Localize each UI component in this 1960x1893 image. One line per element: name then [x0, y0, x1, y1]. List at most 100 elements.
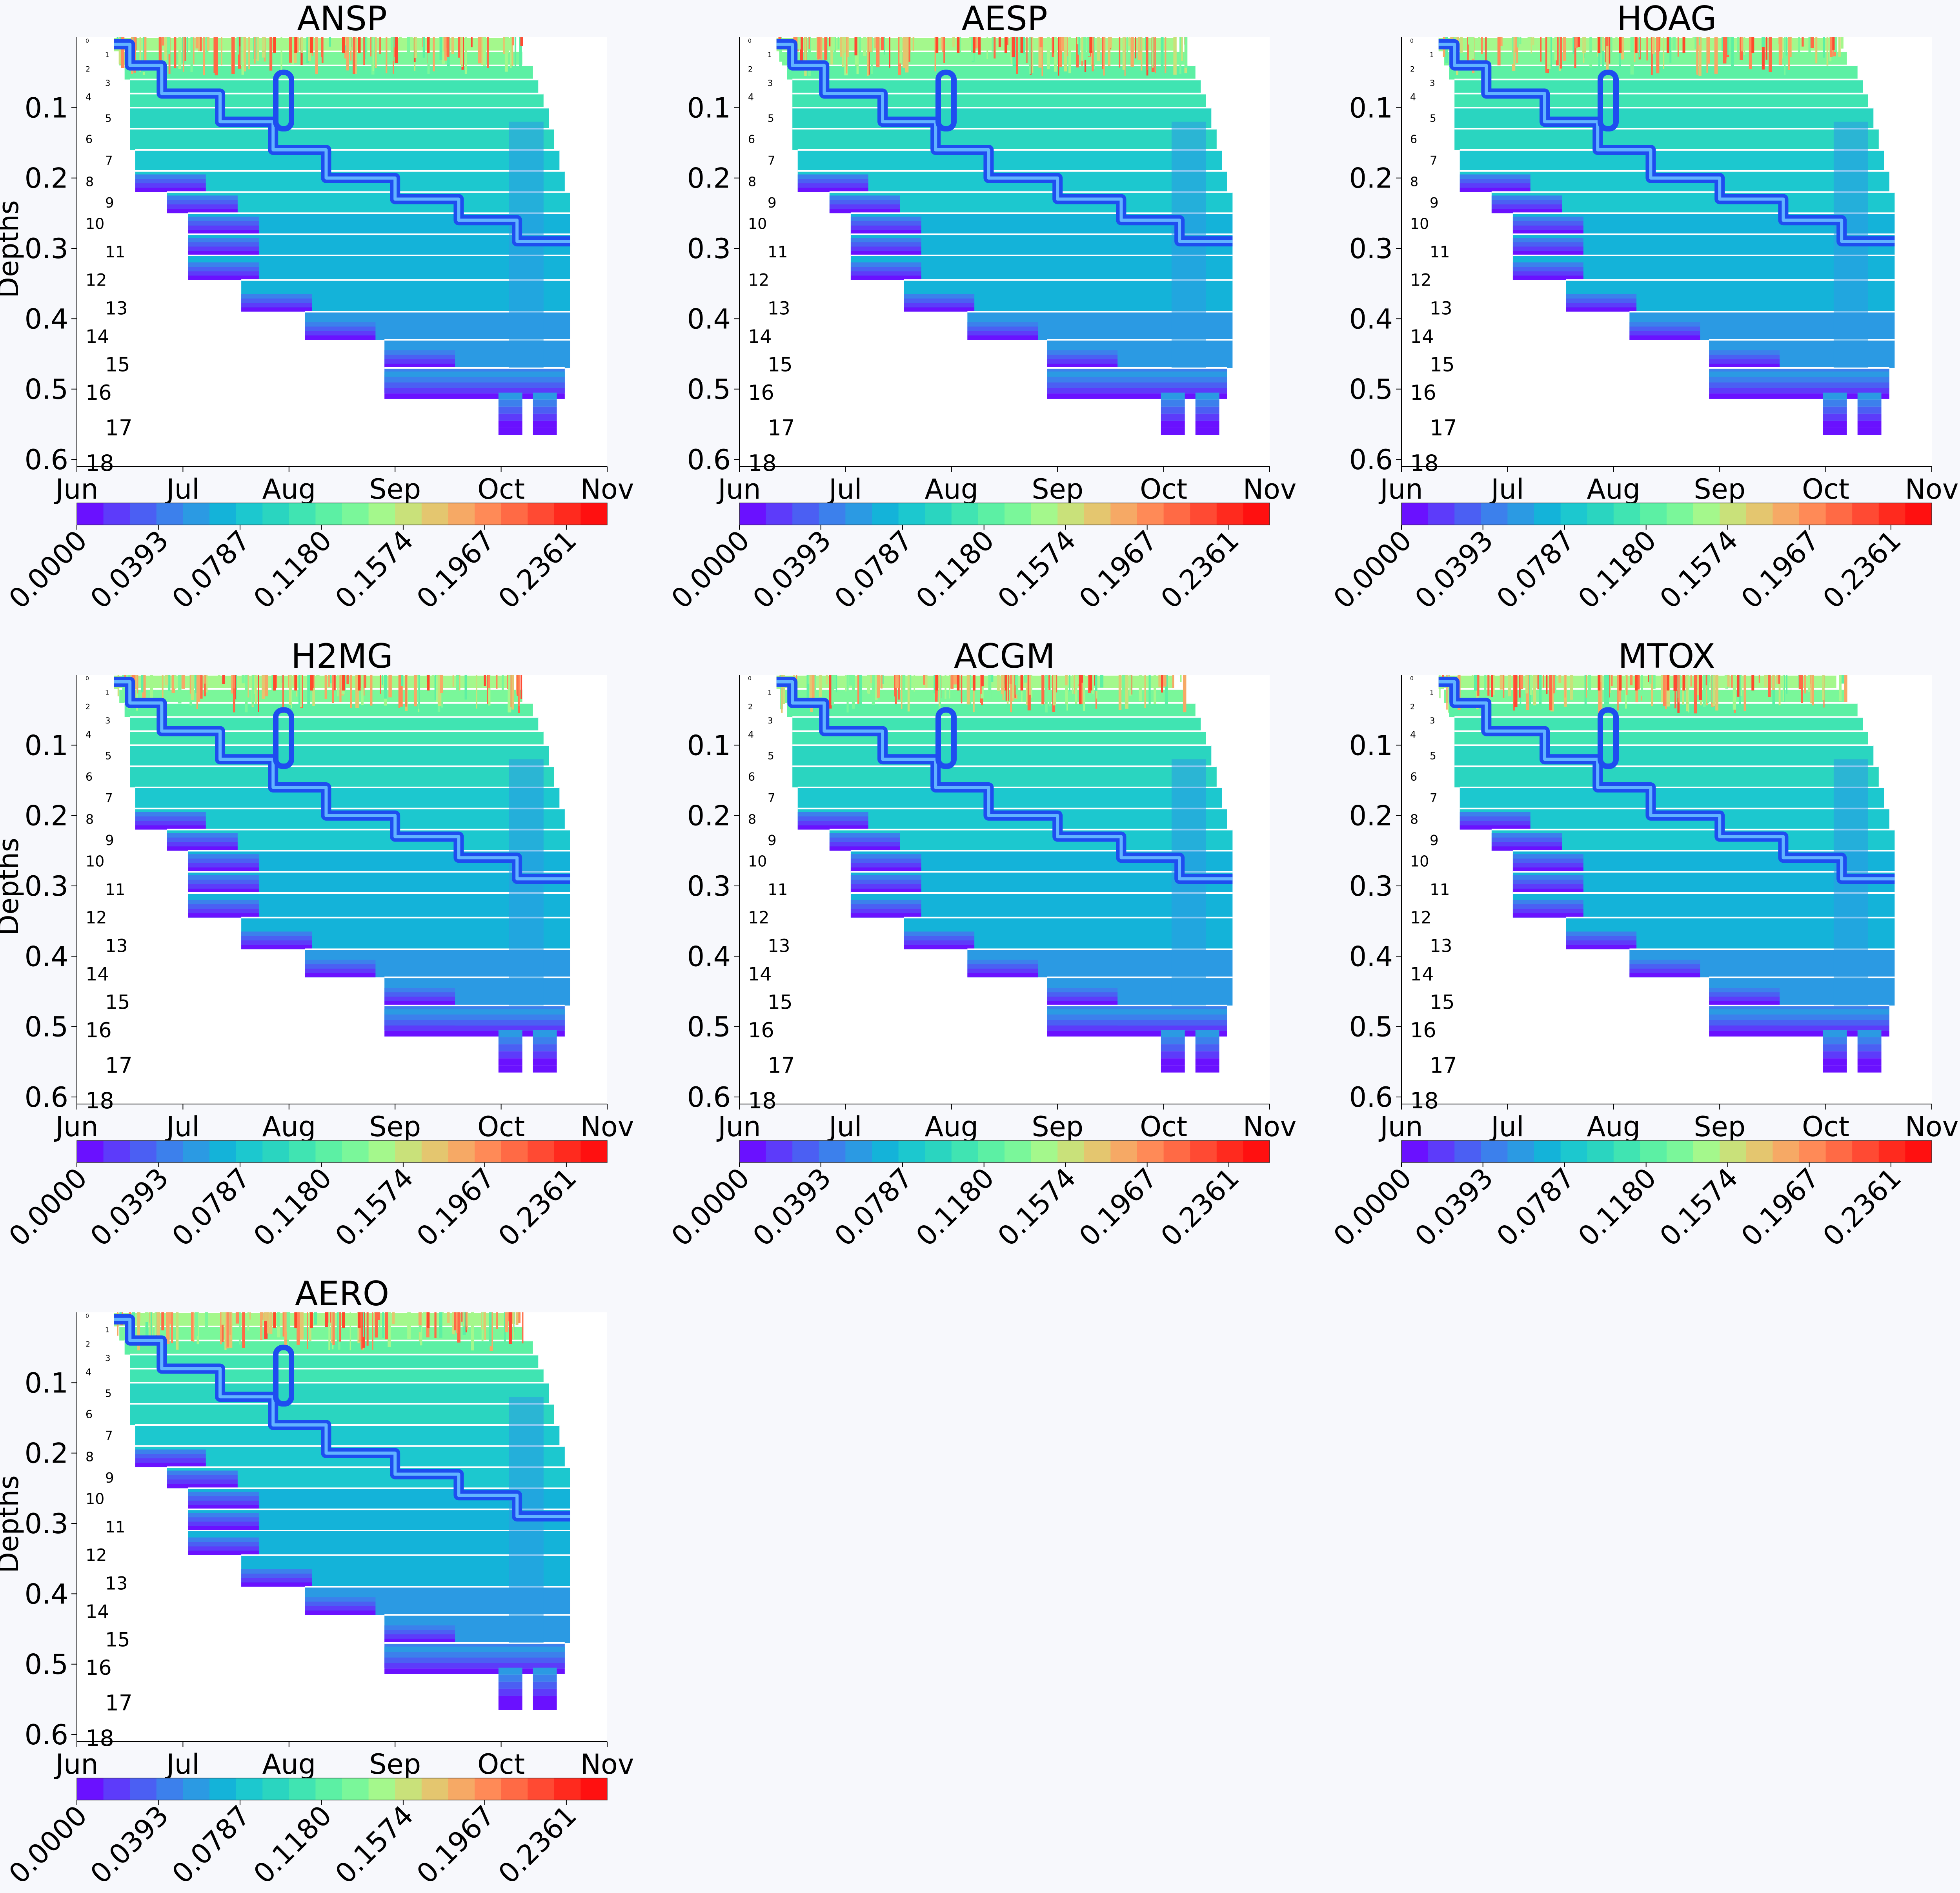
colorbar-swatch	[236, 503, 263, 525]
bottom-strip	[1047, 1025, 1227, 1031]
surface-stripe	[418, 1312, 422, 1326]
colorbar-tick-label: 0.0787	[828, 524, 919, 615]
surface-stripe	[171, 1312, 173, 1344]
layer-index-label: 11	[1430, 880, 1450, 899]
colorbar-swatch	[1825, 1141, 1853, 1162]
colorbar-swatch	[1720, 1141, 1747, 1162]
layer-index-label: 17	[768, 1053, 795, 1078]
layer-index-label: 7	[768, 791, 775, 805]
surface-stripe	[1577, 37, 1580, 47]
surface-stripe	[845, 675, 847, 692]
bottom-strip	[384, 388, 565, 394]
colorbar-swatch	[1190, 1141, 1217, 1162]
colorbar-tick-label: 0.0787	[166, 1162, 257, 1252]
surface-stripe	[1079, 675, 1082, 705]
surface-stripe	[433, 37, 435, 71]
hot-spike	[1619, 675, 1622, 691]
colorbar-swatch	[77, 1778, 104, 1800]
surface-stripe	[881, 37, 884, 50]
depth-band	[130, 1404, 554, 1425]
surface-stripe	[346, 675, 349, 684]
surface-stripe	[227, 1312, 229, 1347]
surface-stripe	[1118, 675, 1122, 710]
layer-index-label: 0	[1410, 676, 1414, 682]
surface-stripe	[1697, 675, 1700, 695]
bottom-strip	[1047, 377, 1227, 383]
y-tick-label: 0.3	[25, 233, 68, 265]
surface-stripe	[1727, 37, 1729, 55]
layer-index-label: 2	[86, 65, 90, 73]
surface-stripe	[444, 37, 447, 61]
surface-stripe	[137, 675, 138, 694]
colorbar-swatch	[819, 503, 846, 525]
deep-pocket	[1857, 1037, 1882, 1044]
band-edge	[1566, 298, 1637, 303]
deep-pocket	[533, 1044, 557, 1051]
surface-stripe	[1672, 37, 1676, 51]
layer-index-label: 2	[748, 703, 753, 711]
layer-index-label: 17	[1430, 1053, 1457, 1078]
colorbar-swatch	[289, 503, 316, 525]
surface-stripe	[504, 1312, 506, 1350]
colorbar-swatch	[103, 1778, 130, 1800]
hot-spike	[1667, 37, 1669, 53]
band-edge	[384, 350, 455, 355]
deep-pocket	[498, 1065, 522, 1073]
colorbar-frame	[739, 503, 1270, 525]
x-tick-label: Aug	[1587, 1111, 1640, 1143]
surface-stripe	[846, 675, 849, 713]
surface-stripe	[1038, 37, 1042, 68]
x-tick-label: Sep	[369, 1111, 421, 1143]
surface-stripe	[257, 37, 259, 62]
colorbar-swatch	[209, 503, 237, 525]
surface-stripe	[141, 675, 144, 692]
surface-stripe	[452, 1312, 455, 1334]
band-edge	[797, 816, 868, 821]
surface-stripe	[966, 675, 970, 705]
band-edge	[850, 867, 921, 872]
colorbar-frame	[76, 503, 608, 525]
layer-index-label: 0	[86, 676, 89, 682]
layer-index-label: 12	[1410, 908, 1431, 928]
y-tick-label: 0.2	[687, 162, 731, 195]
surface-stripe	[510, 37, 513, 66]
deep-pocket	[498, 1037, 522, 1044]
band-edge	[1512, 904, 1583, 909]
band-edge	[188, 913, 259, 918]
colorbar-swatch	[1667, 1141, 1694, 1162]
deep-pocket	[1161, 428, 1185, 435]
band-edge	[829, 209, 900, 213]
layer-index-label: 1	[105, 1326, 109, 1334]
bottom-strip	[1709, 371, 1889, 377]
surface-stripe	[1054, 37, 1057, 72]
surface-stripe	[1589, 37, 1592, 67]
band-edge	[305, 960, 376, 964]
deep-pocket	[1161, 414, 1185, 421]
surface-stripe	[221, 37, 222, 66]
x-tick-label: Oct	[1802, 473, 1849, 505]
x-tick-label: Jun	[716, 473, 761, 505]
surface-stripe	[1690, 675, 1692, 687]
surface-stripe	[914, 675, 915, 692]
surface-stripe	[1180, 675, 1182, 682]
colorbar: 0.00000.03930.07870.11800.15740.19670.23…	[665, 503, 1270, 615]
surface-stripe	[150, 1312, 152, 1347]
layer-index-label: 6	[748, 133, 755, 146]
layer-index-label: 3	[1430, 716, 1435, 725]
surface-stripe	[487, 37, 489, 68]
band-edge	[188, 904, 259, 909]
surface-stripe	[1740, 675, 1743, 696]
surface-stripe	[513, 1312, 514, 1339]
x-tick-label: Nov	[581, 473, 634, 505]
step-bump	[273, 69, 294, 132]
surface-stripe	[1018, 37, 1021, 52]
surface-stripe	[413, 675, 417, 707]
surface-stripe	[215, 37, 218, 76]
surface-stripe	[441, 1312, 444, 1325]
surface-stripe	[1029, 675, 1031, 695]
band-edge	[1460, 816, 1531, 821]
surface-stripe	[1083, 37, 1087, 60]
band-edge	[384, 355, 455, 359]
surface-stripe	[1003, 675, 1006, 685]
band-edge	[850, 225, 921, 230]
